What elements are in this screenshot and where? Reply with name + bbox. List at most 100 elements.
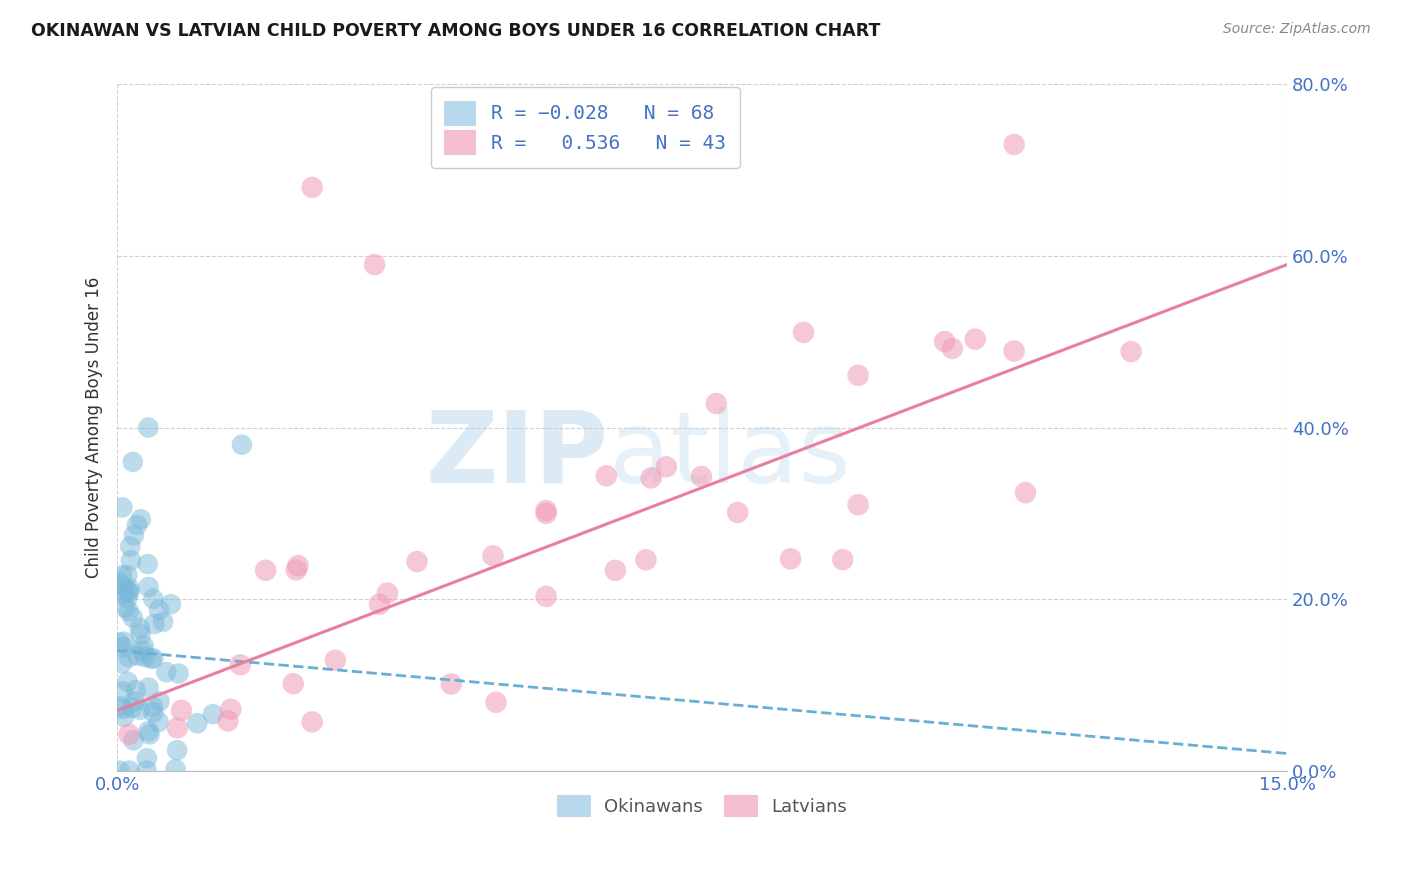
Point	[110, 699, 132, 714]
Point	[117, 583, 139, 598]
Point	[690, 469, 713, 483]
Point	[149, 694, 172, 708]
Point	[111, 568, 134, 582]
Point	[217, 714, 239, 728]
Point	[534, 503, 557, 517]
Point	[108, 636, 131, 650]
Point	[941, 342, 963, 356]
Point	[117, 591, 139, 605]
Point	[1014, 485, 1036, 500]
Point	[120, 540, 142, 554]
Y-axis label: Child Poverty Among Boys Under 16: Child Poverty Among Boys Under 16	[86, 277, 103, 578]
Point	[406, 555, 429, 569]
Point	[792, 326, 814, 340]
Point	[142, 591, 165, 606]
Point	[155, 665, 177, 680]
Point	[934, 334, 956, 349]
Point	[301, 180, 323, 194]
Point	[534, 507, 557, 521]
Point	[138, 580, 160, 594]
Point	[135, 764, 157, 778]
Point	[534, 590, 557, 604]
Point	[831, 552, 853, 566]
Point	[111, 684, 134, 698]
Point	[118, 650, 141, 665]
Point	[114, 600, 136, 615]
Point	[377, 586, 399, 600]
Point	[287, 558, 309, 573]
Point	[605, 563, 627, 577]
Point	[368, 597, 391, 611]
Point	[127, 648, 149, 663]
Text: Source: ZipAtlas.com: Source: ZipAtlas.com	[1223, 22, 1371, 37]
Point	[1119, 344, 1142, 359]
Point	[148, 603, 170, 617]
Point	[121, 700, 143, 714]
Point	[160, 597, 183, 611]
Point	[229, 657, 252, 672]
Point	[440, 677, 463, 691]
Point	[846, 368, 869, 383]
Point	[118, 727, 141, 741]
Point	[285, 563, 308, 577]
Point	[122, 610, 145, 624]
Point	[121, 455, 143, 469]
Point	[128, 621, 150, 635]
Point	[254, 563, 277, 577]
Point	[112, 634, 135, 648]
Point	[640, 471, 662, 485]
Point	[129, 627, 152, 641]
Point	[143, 616, 166, 631]
Point	[111, 657, 134, 671]
Point	[595, 468, 617, 483]
Point	[117, 568, 139, 582]
Point	[1002, 137, 1025, 152]
Point	[135, 751, 157, 765]
Point	[1002, 343, 1025, 358]
Point	[727, 506, 749, 520]
Point	[301, 714, 323, 729]
Point	[124, 694, 146, 708]
Text: ZIP: ZIP	[426, 407, 609, 503]
Point	[165, 762, 187, 776]
Point	[166, 721, 188, 735]
Point	[201, 707, 224, 722]
Point	[142, 706, 165, 720]
Point	[148, 714, 170, 729]
Point	[779, 551, 801, 566]
Point	[219, 702, 242, 716]
Point	[117, 674, 139, 689]
Point	[170, 703, 193, 717]
Point	[231, 438, 253, 452]
Point	[118, 604, 141, 618]
Point	[325, 653, 347, 667]
Text: OKINAWAN VS LATVIAN CHILD POVERTY AMONG BOYS UNDER 16 CORRELATION CHART: OKINAWAN VS LATVIAN CHILD POVERTY AMONG …	[31, 22, 880, 40]
Point	[125, 518, 148, 533]
Point	[132, 639, 155, 653]
Point	[485, 695, 508, 709]
Point	[363, 258, 385, 272]
Point	[152, 615, 174, 629]
Point	[129, 703, 152, 717]
Point	[122, 733, 145, 747]
Point	[655, 459, 678, 474]
Point	[167, 666, 190, 681]
Point	[186, 716, 208, 731]
Point	[111, 580, 134, 594]
Point	[138, 724, 160, 739]
Point	[131, 644, 153, 658]
Point	[965, 332, 987, 346]
Point	[125, 683, 148, 698]
Point	[142, 651, 165, 665]
Text: atlas: atlas	[609, 407, 851, 503]
Point	[118, 764, 141, 778]
Point	[134, 650, 156, 665]
Point	[111, 702, 134, 716]
Point	[142, 699, 165, 714]
Point	[138, 681, 160, 695]
Point	[634, 553, 657, 567]
Point	[112, 587, 135, 601]
Point	[706, 396, 728, 410]
Point	[846, 498, 869, 512]
Point	[129, 512, 152, 526]
